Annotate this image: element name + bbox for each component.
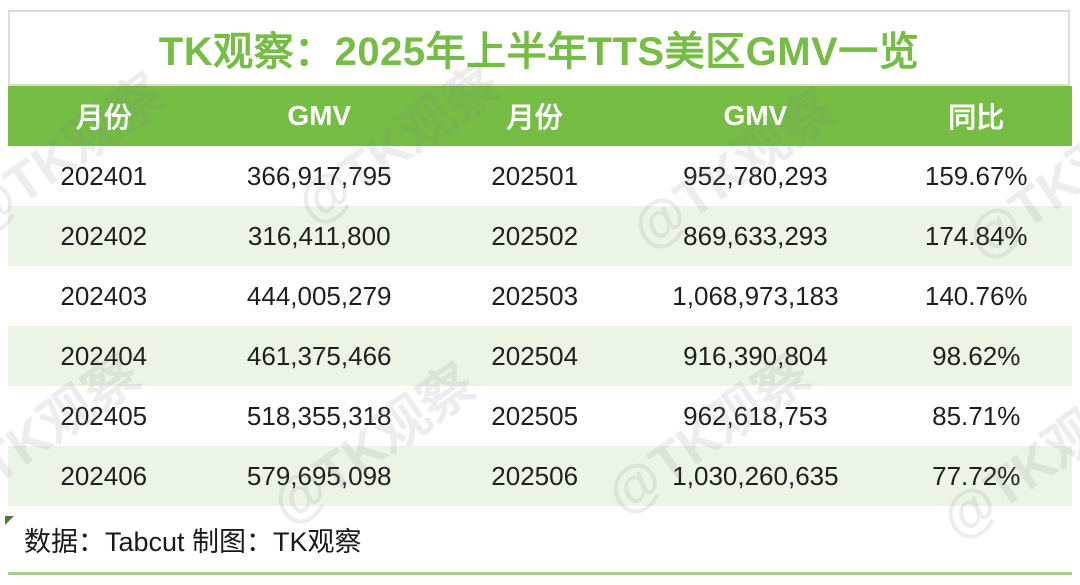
table-cell: 461,375,466 <box>246 340 392 371</box>
table-cell: 202505 <box>491 400 579 431</box>
table-cell: 952,780,293 <box>683 160 828 191</box>
column-header-gmv-2024: GMV <box>199 86 439 146</box>
table-cell: 202502 <box>491 220 579 251</box>
table-cell: 916,390,804 <box>683 340 828 371</box>
bottom-divider <box>8 572 1072 575</box>
table-cell: 174.84% <box>924 220 1028 251</box>
table-row: 202402 316,411,800 202502 869,633,293 174.84… <box>8 206 1072 266</box>
table-cell: 85.71% <box>932 400 1021 431</box>
table-cell: 77.72% <box>932 460 1021 491</box>
table-row: 202405 518,355,318 202505 962,618,753 85.71% <box>8 386 1072 446</box>
gmv-table: 月份 GMV 月份 GMV 同比 202401 366,917,795 202501… <box>8 86 1072 506</box>
table-cell: 202501 <box>491 160 579 191</box>
table-cell: 1,068,973,183 <box>672 280 839 311</box>
table-cell: 202406 <box>60 460 148 491</box>
table-cell: 140.76% <box>924 280 1028 311</box>
table-cell: 202506 <box>491 460 579 491</box>
footer: 数据：Tabcut 制图：TK观察 <box>8 506 1072 572</box>
table-cell: 444,005,279 <box>246 280 392 311</box>
table-cell: 202504 <box>491 340 579 371</box>
table-cell: 202405 <box>60 400 148 431</box>
table-row: 202406 579,695,098 202506 1,030,260,635 77.7… <box>8 446 1072 506</box>
table-cell: 579,695,098 <box>246 460 392 491</box>
table-cell: 316,411,800 <box>247 220 391 251</box>
table-body: 202401 366,917,795 202501 952,780,293 159.67… <box>8 146 1072 506</box>
table-cell: 869,633,293 <box>683 220 828 251</box>
table-cell: 366,917,795 <box>246 160 392 191</box>
table-cell: 202403 <box>60 280 148 311</box>
table-cell: 202402 <box>60 220 148 251</box>
page-title-text: TK观察：2025年上半年TTS美区GMV一览 <box>158 30 920 74</box>
table-cell: 202503 <box>491 280 579 311</box>
table-cell: 159.67% <box>924 160 1028 191</box>
table-cell: 98.62% <box>932 340 1021 371</box>
cell-corner-marker <box>5 516 14 525</box>
table-header: 月份 GMV 月份 GMV 同比 <box>8 86 1072 146</box>
table-cell: 202404 <box>60 340 148 371</box>
table-row: 202401 366,917,795 202501 952,780,293 159.67… <box>8 146 1072 206</box>
column-header-yoy: 同比 <box>880 86 1072 146</box>
table-cell: 1,030,260,635 <box>672 460 839 491</box>
table-row: 202403 444,005,279 202503 1,068,973,183 140.… <box>8 266 1072 326</box>
table-cell: 962,618,753 <box>683 400 828 431</box>
source-note: 数据：Tabcut 制图：TK观察 <box>24 526 362 557</box>
table-header-row: 月份 GMV 月份 GMV 同比 <box>8 86 1072 146</box>
column-header-gmv-2025: GMV <box>630 86 881 146</box>
table-row: 202404 461,375,466 202504 916,390,804 98.62% <box>8 326 1072 386</box>
table-cell: 202401 <box>60 160 148 191</box>
column-header-month-2024: 月份 <box>8 86 200 146</box>
column-header-month-2025: 月份 <box>438 86 631 146</box>
page-title: TK观察：2025年上半年TTS美区GMV一览 <box>8 10 1070 86</box>
table-cell: 518,355,318 <box>246 400 392 431</box>
